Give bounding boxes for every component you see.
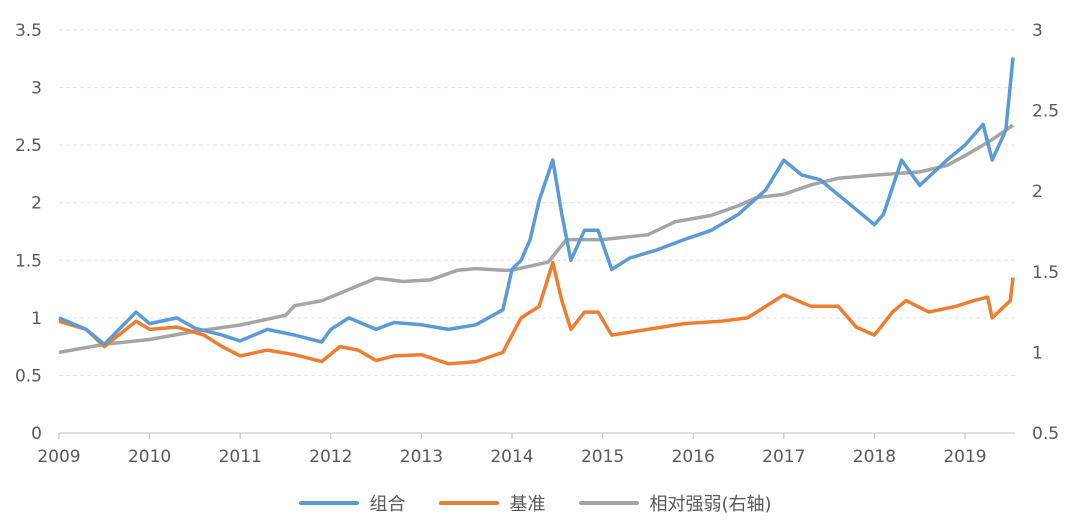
right-axis: 0.5 1 1.5 2 2.5 3 bbox=[1032, 21, 1059, 444]
legend-item: 组合 bbox=[299, 490, 405, 516]
x-tick-label: 2010 bbox=[128, 447, 171, 467]
left-tick-label: 3 bbox=[31, 79, 42, 99]
left-tick-label: 0 bbox=[31, 424, 42, 444]
left-tick-label: 2.5 bbox=[15, 136, 42, 156]
legend-label: 组合 bbox=[369, 494, 406, 515]
x-tick-label: 2018 bbox=[853, 447, 896, 467]
series-lines bbox=[58, 57, 1015, 366]
left-tick-label: 1 bbox=[31, 309, 42, 329]
left-tick-label: 2 bbox=[31, 194, 42, 214]
right-tick-label: 1.5 bbox=[1032, 263, 1059, 283]
left-tick-label: 0.5 bbox=[15, 366, 42, 386]
right-tick-label: 0.5 bbox=[1032, 424, 1059, 444]
x-axis: 2009 2010 2011 2012 2013 2014 2015 2016 2017 2018… bbox=[37, 432, 1015, 467]
left-tick-label: 3.5 bbox=[15, 21, 42, 41]
legend: 组合 基准 相对强弱(右轴) bbox=[0, 490, 1071, 516]
legend-swatch bbox=[299, 501, 360, 505]
legend-swatch bbox=[439, 501, 500, 505]
left-axis: 0 0.5 1 1.5 2 2.5 3 3.5 bbox=[15, 21, 42, 444]
legend-label: 相对强弱(右轴) bbox=[649, 494, 772, 515]
series-line-0 bbox=[58, 57, 1015, 347]
left-tick-label: 1.5 bbox=[15, 251, 42, 271]
right-tick-label: 1 bbox=[1032, 343, 1043, 363]
line-chart: 00.511.522.533.5 0.511.522.53 2009 2010 20… bbox=[15, 21, 1059, 467]
series-line-2 bbox=[58, 123, 1015, 355]
x-tick-label: 2011 bbox=[219, 447, 262, 467]
right-tick-label: 2 bbox=[1032, 182, 1043, 202]
x-tick-label: 2012 bbox=[309, 447, 352, 467]
x-tick-label: 2019 bbox=[943, 447, 986, 467]
x-tick-label: 2009 bbox=[37, 447, 80, 467]
right-tick-label: 3 bbox=[1032, 21, 1043, 41]
right-tick-label: 2.5 bbox=[1032, 102, 1059, 122]
legend-item: 相对强弱(右轴) bbox=[579, 490, 772, 516]
x-tick-label: 2015 bbox=[581, 447, 624, 467]
legend-label: 基准 bbox=[509, 494, 546, 515]
x-tick-label: 2013 bbox=[400, 447, 443, 467]
x-tick-label: 2017 bbox=[762, 447, 805, 467]
legend-swatch bbox=[579, 501, 640, 505]
x-tick-label: 2016 bbox=[672, 447, 715, 467]
x-tick-label: 2014 bbox=[490, 447, 533, 467]
legend-item: 基准 bbox=[439, 490, 545, 516]
series-line-1 bbox=[58, 260, 1015, 366]
